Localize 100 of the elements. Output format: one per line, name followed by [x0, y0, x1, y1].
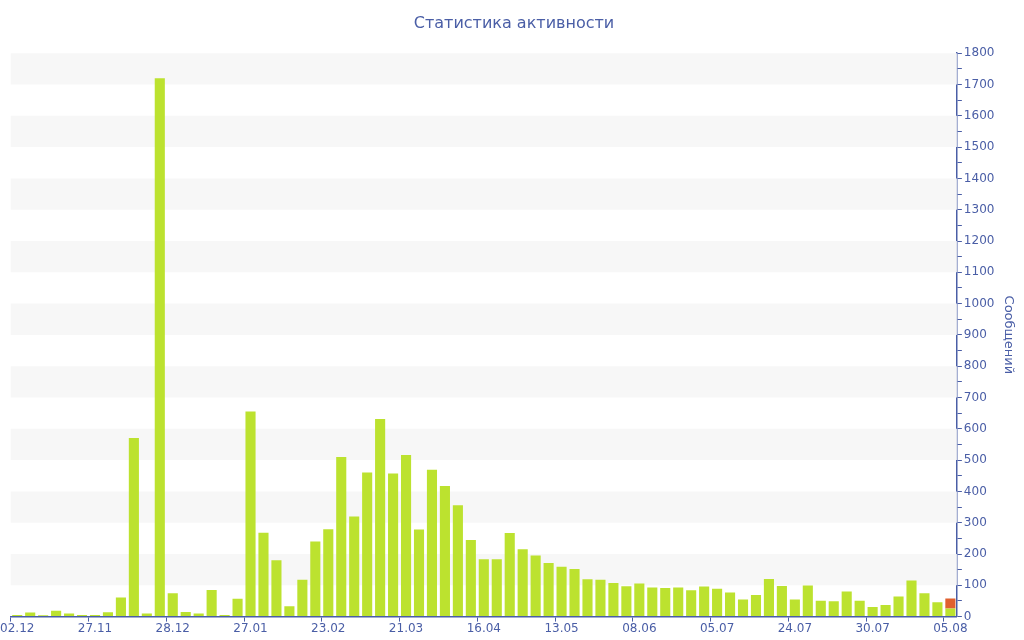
bar: [51, 610, 62, 617]
y-tick-label: 800: [963, 358, 987, 373]
y-tick-label: 1600: [963, 107, 995, 122]
bar: [271, 560, 282, 617]
bar: [712, 588, 723, 617]
y-tick-label: 300: [963, 514, 987, 529]
x-tick-label: 27.11: [77, 620, 113, 635]
y-tick-label: 900: [963, 327, 987, 342]
bar: [232, 598, 243, 617]
bar: [919, 593, 930, 617]
bar: [245, 411, 256, 617]
chart-title: Статистика активности: [413, 12, 615, 32]
bar: [297, 579, 308, 617]
bar: [737, 599, 749, 617]
bar: [893, 596, 904, 617]
y-tick-label: 1100: [963, 264, 995, 279]
bar: [867, 606, 878, 617]
bar: [400, 455, 412, 617]
bar: [336, 456, 347, 617]
bar: [64, 613, 75, 617]
x-tick-label: 27.01: [233, 620, 268, 635]
y-tick-label: 700: [963, 389, 987, 404]
x-tick-label: 16.04: [466, 620, 501, 635]
bar: [452, 505, 463, 617]
bar: [284, 606, 295, 617]
bar: [193, 613, 204, 617]
y-tick-label: 1800: [963, 45, 995, 60]
bar: [478, 559, 489, 617]
bar: [115, 597, 126, 617]
bar: [634, 583, 645, 617]
y-tick-label: 1500: [963, 139, 995, 154]
bar: [154, 78, 165, 617]
bar: [388, 473, 399, 617]
bar: [763, 579, 774, 617]
bar: [595, 579, 606, 617]
bar: [375, 419, 386, 617]
bar: [439, 486, 450, 617]
bar: [906, 580, 917, 617]
x-tick-label: 23.02: [311, 620, 346, 635]
x-tick-label: 13.05: [544, 620, 579, 635]
x-tick-label: 05.08: [933, 620, 968, 635]
y-tick-label: 0: [963, 608, 972, 623]
bar: [815, 600, 826, 617]
bar: [323, 529, 334, 617]
bar: [504, 533, 515, 617]
x-tick-label: 21.03: [388, 620, 424, 635]
bar: [608, 583, 619, 617]
y-tick-label: 1200: [963, 233, 995, 248]
x-tick-label: 30.07: [855, 620, 890, 635]
bar: [725, 592, 736, 617]
bar: [517, 549, 528, 617]
bar: [932, 602, 943, 617]
x-tick-label: 08.06: [622, 620, 657, 635]
bar: [569, 569, 580, 617]
bar: [789, 599, 800, 617]
y-axis-title: Сообщений: [1001, 295, 1017, 375]
x-tick-label: 24.07: [777, 620, 813, 635]
y-tick-label: 600: [963, 420, 987, 435]
y-tick-label: 1300: [963, 201, 995, 216]
bar: [660, 588, 671, 617]
bar: [413, 529, 425, 617]
bar: [141, 613, 152, 617]
bar: [556, 566, 567, 617]
x-tick-label: 05.07: [699, 620, 735, 635]
y-tick-label: 200: [963, 546, 987, 561]
bar: [750, 595, 762, 617]
bar: [828, 601, 839, 617]
bar: [647, 587, 658, 617]
bar: [621, 586, 632, 617]
bar: [543, 563, 554, 617]
bar: [465, 539, 476, 617]
bar: [880, 605, 891, 617]
bar: [362, 472, 373, 617]
y-tick-label: 1400: [963, 170, 995, 185]
bar: [180, 611, 191, 617]
x-tick-label: 28.12: [155, 620, 190, 635]
bar: [310, 541, 321, 617]
bar: [673, 587, 684, 617]
bar: [699, 586, 710, 617]
bar: [128, 437, 139, 617]
bar: [167, 593, 178, 617]
bar: [206, 590, 217, 617]
bar: [686, 590, 697, 617]
y-tick-label: 400: [963, 483, 987, 498]
bar: [349, 516, 360, 617]
bar: [530, 555, 541, 617]
bar: [776, 585, 787, 617]
bar: [582, 579, 593, 617]
y-tick-label: 1000: [963, 295, 995, 310]
bar: [945, 598, 956, 609]
x-tick-label: 02.12: [0, 620, 35, 635]
bar: [258, 532, 269, 617]
y-tick-label: 100: [963, 577, 987, 592]
bar: [841, 591, 852, 617]
bar: [426, 469, 438, 617]
bar: [102, 612, 114, 617]
bar: [945, 608, 956, 617]
bar: [491, 559, 502, 617]
y-tick-label: 1700: [963, 76, 995, 91]
y-tick-label: 500: [963, 452, 987, 467]
